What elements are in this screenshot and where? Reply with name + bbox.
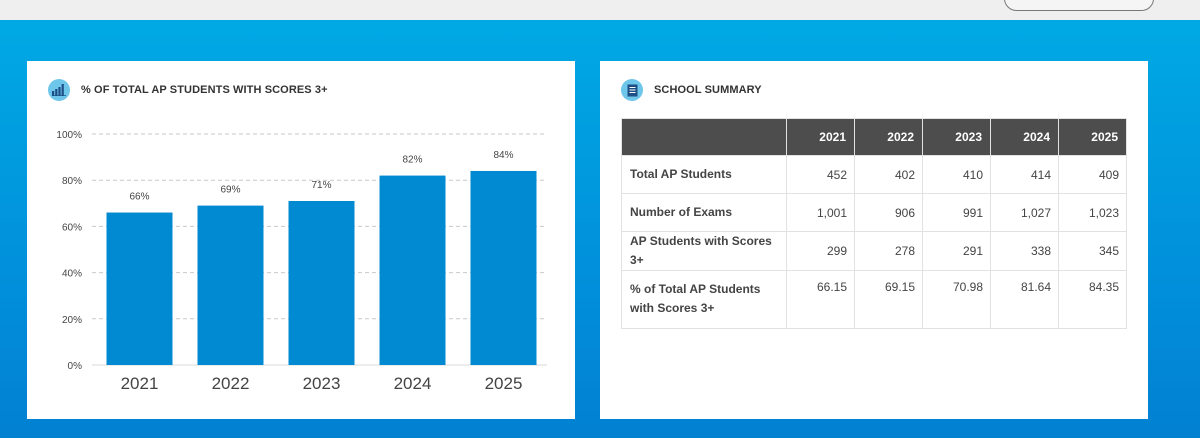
summary-table: 2021 2022 2023 2024 2025 Total AP Studen… — [621, 118, 1127, 329]
summary-title: SCHOOL SUMMARY — [654, 84, 762, 96]
table-cell: 338 — [990, 231, 1059, 271]
row-label: % of Total AP Students with Scores 3+ — [621, 270, 787, 329]
row-label: Number of Exams — [621, 193, 787, 232]
table-cell: 84.35 — [1058, 270, 1127, 329]
table-cell: 278 — [854, 231, 923, 271]
table-cell: 70.98 — [922, 270, 991, 329]
bar — [197, 205, 264, 365]
y-tick-label: 40% — [62, 269, 82, 280]
row-label: Total AP Students — [621, 155, 787, 194]
data-label: 71% — [311, 180, 331, 191]
chart-title: % OF TOTAL AP STUDENTS WITH SCORES 3+ — [81, 84, 328, 96]
x-tick-label: 2022 — [212, 374, 250, 393]
document-icon — [621, 79, 643, 101]
bar — [379, 175, 446, 365]
x-tick-label: 2021 — [121, 374, 159, 393]
table-cell: 345 — [1058, 231, 1127, 271]
table-cell: 1,027 — [990, 193, 1059, 232]
data-label: 69% — [220, 185, 240, 196]
top-bar — [0, 0, 1200, 20]
x-tick-label: 2025 — [485, 374, 523, 393]
top-pill-button[interactable] — [1004, 0, 1154, 11]
table-row: AP Students with Scores 3+ 299 278 291 3… — [621, 231, 1127, 271]
table-row: Total AP Students 452 402 410 414 409 — [621, 155, 1127, 194]
table-cell: 1,023 — [1058, 193, 1127, 232]
column-header: 2025 — [1058, 118, 1127, 156]
table-cell: 409 — [1058, 155, 1127, 194]
column-header: 2024 — [990, 118, 1059, 156]
column-header: 2021 — [786, 118, 855, 156]
bar-chart: 0% 20% 40% 60% 80% 100% 66% 2021 69% 2022 71% 2023 8… — [56, 130, 547, 393]
chart-card-header: % OF TOTAL AP STUDENTS WITH SCORES 3+ — [48, 79, 328, 101]
table-cell: 299 — [786, 231, 855, 271]
data-label: 82% — [402, 155, 422, 166]
table-header-row: 2021 2022 2023 2024 2025 — [621, 118, 1127, 156]
table-cell: 291 — [922, 231, 991, 271]
bar — [470, 170, 537, 365]
table-row: Number of Exams 1,001 906 991 1,027 1,02… — [621, 193, 1127, 232]
table-cell: 1,001 — [786, 193, 855, 232]
summary-card: SCHOOL SUMMARY 2021 2022 2023 2024 2025 … — [600, 61, 1148, 419]
x-tick-label: 2023 — [303, 374, 341, 393]
table-cell: 81.64 — [990, 270, 1059, 329]
data-label: 84% — [493, 150, 513, 161]
table-cell: 410 — [922, 155, 991, 194]
row-label: AP Students with Scores 3+ — [621, 231, 787, 271]
table-cell: 66.15 — [786, 270, 855, 329]
data-label: 66% — [129, 192, 149, 203]
y-tick-label: 0% — [68, 361, 83, 372]
x-tick-label: 2024 — [394, 374, 432, 393]
summary-card-header: SCHOOL SUMMARY — [621, 79, 762, 101]
y-tick-label: 100% — [56, 130, 82, 141]
y-tick-label: 60% — [62, 222, 82, 233]
table-cell: 452 — [786, 155, 855, 194]
y-tick-label: 80% — [62, 176, 82, 187]
bar — [106, 212, 173, 365]
column-header: 2023 — [922, 118, 991, 156]
table-cell: 402 — [854, 155, 923, 194]
table-cell: 414 — [990, 155, 1059, 194]
table-cell: 69.15 — [854, 270, 923, 329]
y-tick-label: 20% — [62, 315, 82, 326]
table-corner-cell — [621, 118, 787, 156]
table-cell: 906 — [854, 193, 923, 232]
column-header: 2022 — [854, 118, 923, 156]
bar-chart-icon — [48, 79, 70, 101]
table-cell: 991 — [922, 193, 991, 232]
chart-card: 0% 20% 40% 60% 80% 100% 66% 2021 69% 2022 71% 2023 8… — [27, 61, 575, 419]
bar — [288, 200, 355, 365]
table-row: % of Total AP Students with Scores 3+ 66… — [621, 270, 1127, 329]
